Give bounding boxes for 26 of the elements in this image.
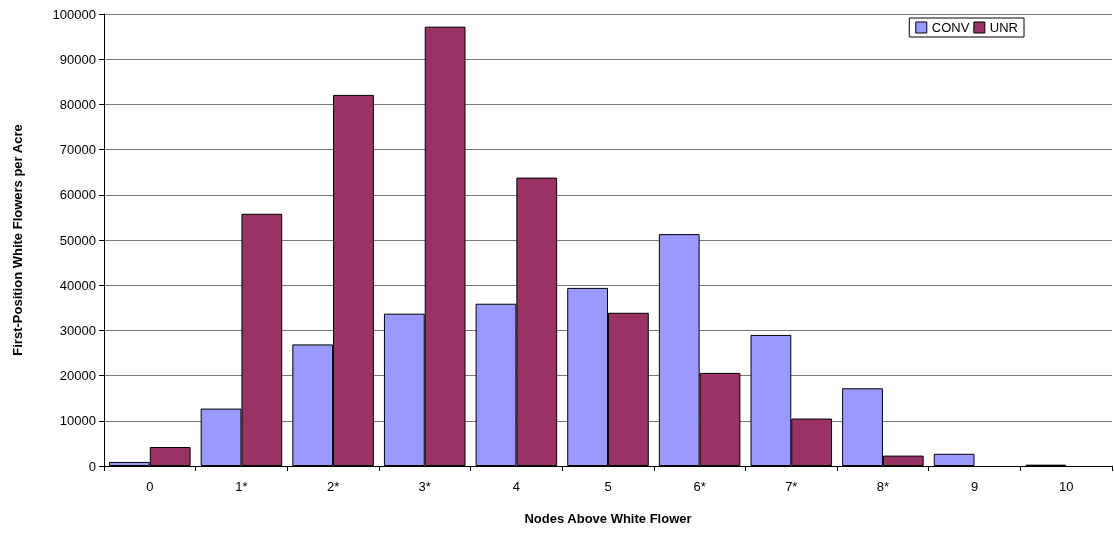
y-tick-label: 60000 (59, 187, 96, 203)
x-tick-label: 5 (604, 479, 612, 494)
legend-label: CONV (931, 20, 970, 35)
y-tick-label: 40000 (59, 277, 96, 293)
x-tick-label: 6* (693, 479, 706, 494)
y-tick-label: 70000 (59, 142, 96, 158)
x-tick-label: 1* (235, 479, 248, 494)
y-tick-label: 80000 (59, 96, 96, 112)
x-tick-label: 8* (876, 479, 890, 494)
y-tick-label: 0 (88, 458, 96, 474)
x-tick-label: 0 (146, 479, 154, 494)
y-tick-label: 20000 (59, 368, 96, 384)
x-tick-label: 3* (418, 479, 431, 494)
y-tick-label: 30000 (59, 322, 96, 338)
x-tick-label: 4 (512, 479, 520, 494)
legend-label: UNR (989, 20, 1019, 35)
x-tick-label: 7* (785, 479, 798, 494)
x-tick-label: 9 (970, 479, 979, 494)
x-tick-label: 10 (1058, 479, 1074, 494)
y-axis-title: First-Position White Flowers per Acre (10, 124, 25, 356)
x-tick-label: 2* (326, 479, 340, 494)
y-tick-label: 10000 (59, 413, 96, 429)
y-tick-label: 50000 (59, 232, 96, 248)
y-tick-label: 100000 (52, 6, 96, 22)
y-tick-label: 90000 (59, 51, 96, 67)
x-axis-title: Nodes Above White Flower (524, 511, 692, 526)
